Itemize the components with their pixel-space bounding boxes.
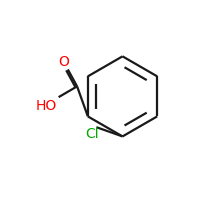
Text: Cl: Cl bbox=[86, 127, 99, 141]
Text: HO: HO bbox=[36, 99, 57, 113]
Text: O: O bbox=[58, 55, 69, 69]
